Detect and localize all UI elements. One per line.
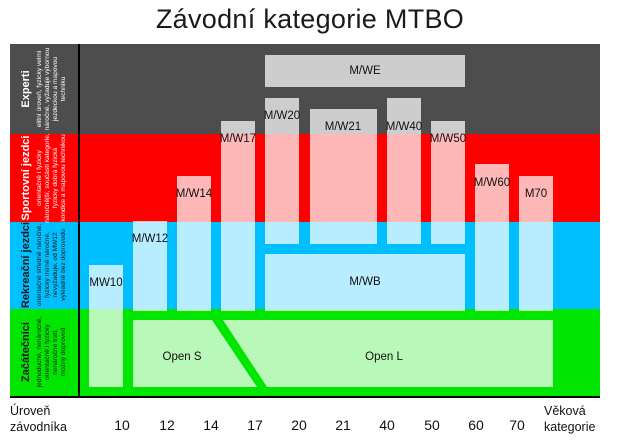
tick-50: 50 (424, 417, 440, 433)
chart-title: Závodní kategorie MTBO (155, 4, 465, 34)
label-open-s: Open S (163, 351, 202, 363)
tick-60: 60 (468, 417, 484, 433)
band-sportovni-title: Sportovní jezdci (20, 136, 32, 221)
band-sportovni-desc-2: náročnější, součástí kategorie, (44, 133, 51, 223)
band-zacatecnici-desc-2: orientačně i fyzicky (44, 323, 51, 379)
block-open-l (223, 320, 553, 387)
band-rekreacni-desc-2: fyzicky mírně náročné, (44, 232, 51, 298)
tick-14: 14 (203, 417, 219, 433)
band-zacatecnici-label: Začátečníci jednoduché, nenáročné, orien… (20, 316, 67, 388)
band-sportovni (10, 134, 600, 222)
band-experti-desc-3: jezdeckou a mapovou (52, 57, 59, 122)
band-experti-label: Experti elitní úroveň, fyzicky velmi nár… (20, 47, 67, 130)
label-mwe: M/WE (349, 65, 381, 77)
label-mw14: M/W14 (176, 188, 213, 200)
block-mw40 (387, 98, 421, 244)
band-zacatecnici-title: Začátečníci (20, 322, 32, 382)
tick-20: 20 (291, 417, 307, 433)
block-mwb (265, 254, 465, 311)
label-open-l: Open L (365, 351, 403, 363)
band-experti-desc-4: techniku (60, 76, 67, 101)
band-experti-title: Experti (20, 70, 32, 107)
x-axis-label-line1: Věková (544, 404, 586, 418)
label-mwb: M/WB (349, 276, 381, 288)
band-experti-desc-1: elitní úroveň, fyzicky velmi (36, 50, 43, 127)
tick-17: 17 (247, 417, 263, 433)
tick-10: 10 (114, 417, 130, 433)
label-mw10: MW10 (89, 277, 122, 289)
band-rekreacni-label: Rekreační jezdci orientačně středně náro… (20, 222, 67, 308)
band-rekreacni-desc-1: orientačně středně náročné, (36, 224, 43, 306)
y-axis-label-line1: Úroveň (10, 403, 50, 418)
block-mw12 (133, 221, 167, 311)
y-axis-label-line2: závodníka (10, 420, 67, 434)
label-mw21: M/W21 (325, 121, 361, 133)
label-mw17: M/W17 (220, 133, 256, 145)
block-mw50 (431, 121, 465, 244)
x-axis-label-line2: kategorie (544, 420, 595, 434)
tick-12: 12 (159, 417, 175, 433)
band-rekreacni-desc-3: nevyžaduje, od MW12 (52, 232, 59, 298)
band-sportovni-desc-4: kondice a mapovou technikou (60, 134, 67, 222)
label-mw40: M/W40 (386, 121, 422, 133)
label-mw20: M/W20 (264, 110, 300, 122)
band-rekreacni-title: Rekreační jezdci (20, 222, 32, 308)
block-mw10 (89, 265, 123, 387)
label-mw60: M/W60 (474, 177, 510, 189)
block-mwe (265, 55, 465, 87)
block-mw60 (475, 164, 509, 311)
band-zacatecnici-desc-4: možný doprovod (60, 327, 67, 376)
tick-70: 70 (509, 417, 525, 433)
band-experti-desc-2: náročné, vyžaduje výbornou (44, 47, 51, 130)
tick-21: 21 (335, 417, 351, 433)
band-sportovni-desc-3: fyzicky dobrá fyzická (52, 147, 59, 208)
band-rekreacni-desc-4: výkladně bez doprovodu (60, 229, 67, 301)
label-mw12: M/W12 (132, 233, 168, 245)
block-mw20 (265, 98, 299, 244)
block-mw21 (310, 109, 377, 244)
label-mw50: M/W50 (430, 133, 466, 145)
block-open-s (133, 320, 257, 387)
band-zacatecnici-desc-1: jednoduché, nenáročné, (36, 316, 43, 388)
band-zacatecnici-desc-3: nenáročné trati, (52, 329, 59, 375)
label-m70: M70 (525, 188, 547, 200)
block-mw14 (177, 176, 211, 311)
block-m70 (519, 176, 553, 311)
block-mw17 (221, 121, 255, 311)
band-sportovni-label: Sportovní jezdci orientačně i fyzicky ná… (20, 133, 67, 223)
band-sportovni-desc-1: orientačně i fyzicky (36, 149, 43, 205)
tick-40: 40 (379, 417, 395, 433)
